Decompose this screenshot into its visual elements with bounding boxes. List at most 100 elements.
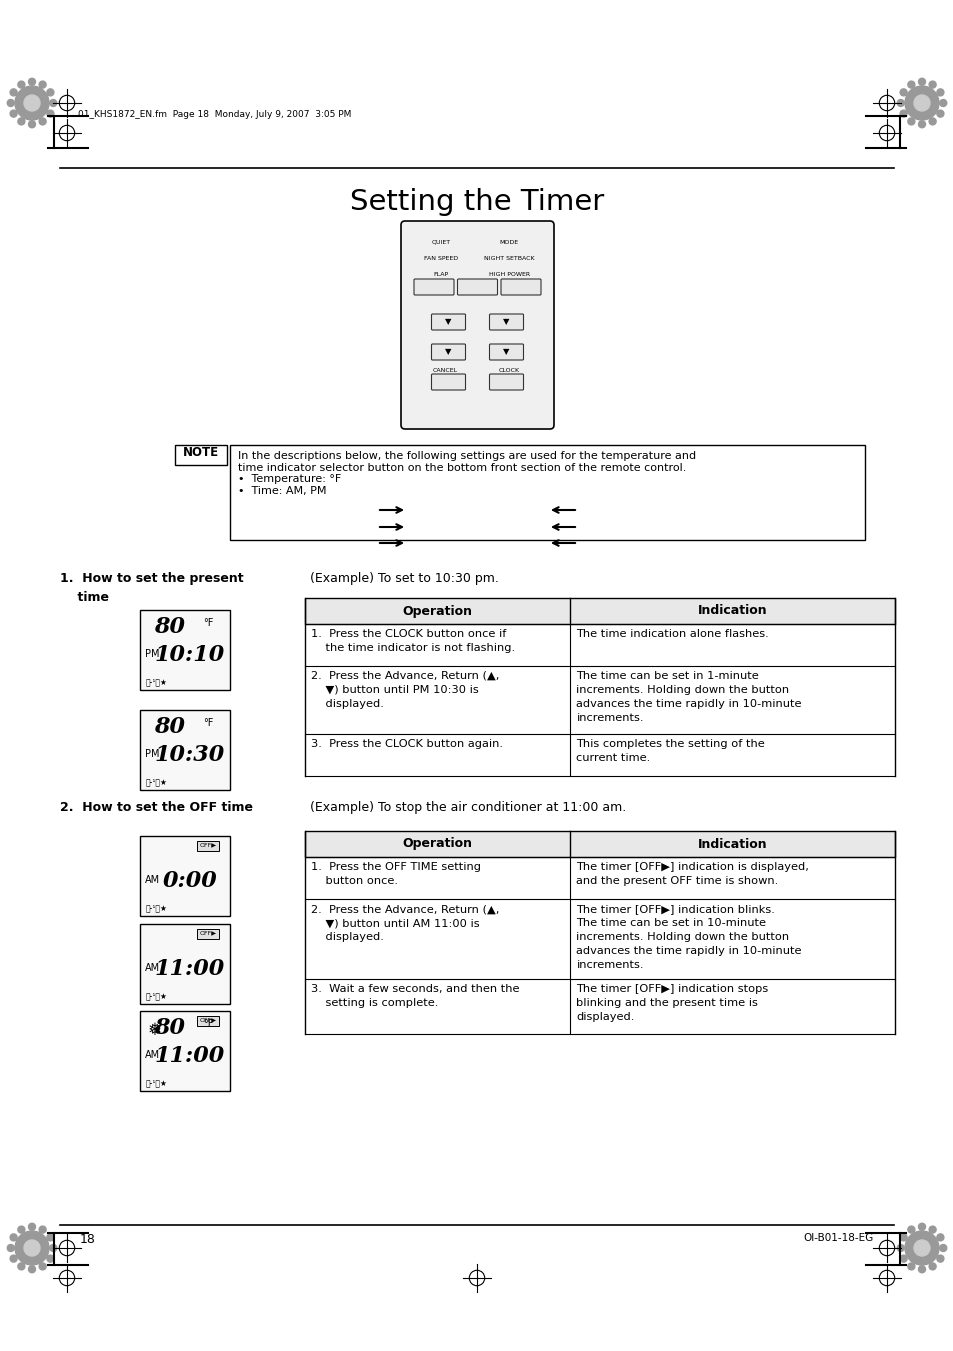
Text: 2.  Press the Advance, Return (▲,
    ▼) button until AM 11:00 is
    displayed.: 2. Press the Advance, Return (▲, ▼) butt… [311,904,498,942]
Text: CANCEL: CANCEL [433,367,457,373]
Circle shape [15,1231,49,1265]
Text: 1.  Press the OFF TIME setting
    button once.: 1. Press the OFF TIME setting button onc… [311,862,480,886]
Text: 80: 80 [154,1017,185,1039]
Circle shape [913,95,929,111]
Text: This completes the setting of the
current time.: This completes the setting of the curren… [576,739,764,763]
Circle shape [907,1227,914,1233]
Circle shape [47,1233,54,1240]
Circle shape [29,1266,35,1273]
Circle shape [10,111,17,118]
Text: OI-B01-18-EG: OI-B01-18-EG [803,1233,873,1243]
FancyBboxPatch shape [489,313,523,330]
Text: The timer [OFF▶] indication is displayed,
and the present OFF time is shown.: The timer [OFF▶] indication is displayed… [576,862,808,886]
Text: OFF▶: OFF▶ [199,842,216,847]
Text: NIGHT SETBACK: NIGHT SETBACK [483,255,534,261]
Text: CLOCK: CLOCK [498,367,519,373]
Circle shape [10,89,17,96]
Text: ⓐ-¹ⓐ★: ⓐ-¹ⓐ★ [146,777,168,786]
Circle shape [899,1233,906,1240]
Circle shape [907,1263,914,1270]
Circle shape [47,111,54,118]
Circle shape [24,95,40,111]
Text: ⓐ-¹ⓐ★: ⓐ-¹ⓐ★ [146,1078,168,1088]
Circle shape [50,1244,56,1251]
Bar [230,444,864,540]
Text: 3.  Press the CLOCK button again.: 3. Press the CLOCK button again. [311,739,502,748]
Text: FLAP: FLAP [434,272,448,277]
Text: 80: 80 [154,716,185,738]
Circle shape [29,1223,35,1231]
Circle shape [29,78,35,85]
Bar [196,1016,219,1025]
Circle shape [29,120,35,128]
Circle shape [18,1263,25,1270]
Text: The timer [OFF▶] indication stops
blinking and the present time is
displayed.: The timer [OFF▶] indication stops blinki… [576,984,768,1021]
FancyBboxPatch shape [414,280,454,295]
Circle shape [928,118,935,124]
Circle shape [936,1255,943,1262]
Text: 0:00: 0:00 [162,870,217,892]
Text: ▼: ▼ [445,347,452,357]
Circle shape [936,1233,943,1240]
Text: HIGH POWER: HIGH POWER [488,272,530,277]
Bar [196,929,219,939]
Text: 1.  Press the CLOCK button once if
    the time indicator is not flashing.: 1. Press the CLOCK button once if the ti… [311,630,515,653]
Bar [140,836,230,916]
Circle shape [39,81,46,88]
Circle shape [939,1244,945,1251]
Text: AM: AM [145,1050,160,1061]
Text: ⓐ-¹ⓐ★: ⓐ-¹ⓐ★ [146,904,168,912]
Text: 80: 80 [154,616,185,638]
Circle shape [918,78,924,85]
Circle shape [897,1244,903,1251]
Text: MODE: MODE [499,239,518,245]
Text: 10:10: 10:10 [154,644,225,666]
Text: Setting the Timer: Setting the Timer [350,188,603,216]
Text: Operation: Operation [402,604,473,617]
Circle shape [50,100,56,107]
Text: OFF▶: OFF▶ [199,1017,216,1021]
Bar [305,598,894,624]
Circle shape [939,100,945,107]
Text: °F: °F [203,1019,213,1029]
Circle shape [907,118,914,124]
FancyBboxPatch shape [489,345,523,359]
Circle shape [8,1244,14,1251]
Text: OFF◄: OFF◄ [512,286,529,293]
Text: (Example) To stop the air conditioner at 11:00 am.: (Example) To stop the air conditioner at… [310,801,625,815]
FancyBboxPatch shape [431,374,465,390]
Text: ▼: ▼ [503,347,509,357]
Text: 11:00: 11:00 [154,1046,225,1067]
Text: (Example) To set to 10:30 pm.: (Example) To set to 10:30 pm. [310,571,498,585]
Text: ⓐ-¹ⓐ★: ⓐ-¹ⓐ★ [146,677,168,686]
Text: PM: PM [145,748,159,759]
Text: ▼: ▼ [445,317,452,327]
Text: 2.  How to set the OFF time: 2. How to set the OFF time [60,801,253,815]
Circle shape [928,1227,935,1233]
Text: ▼: ▼ [503,317,509,327]
Bar [305,831,894,857]
Text: 11:00: 11:00 [154,958,225,979]
Circle shape [928,1263,935,1270]
Text: ON▶: ON▶ [426,286,441,293]
Text: AM: AM [145,875,160,885]
Text: The time indication alone flashes.: The time indication alone flashes. [576,630,768,639]
Text: 18: 18 [80,1233,95,1246]
Circle shape [8,100,14,107]
Circle shape [18,1227,25,1233]
Text: AM: AM [145,963,160,973]
Bar [196,842,219,851]
Bar [140,711,230,790]
Text: 10:30: 10:30 [154,744,225,766]
Circle shape [904,86,938,120]
Circle shape [913,1240,929,1256]
Text: 1.  How to set the present
    time: 1. How to set the present time [60,571,243,604]
Text: ⓐ-¹ⓐ★: ⓐ-¹ⓐ★ [146,992,168,1001]
Circle shape [39,118,46,124]
Circle shape [10,1255,17,1262]
Circle shape [39,1227,46,1233]
Circle shape [897,100,903,107]
Circle shape [918,120,924,128]
Bar [140,924,230,1004]
Circle shape [10,1233,17,1240]
